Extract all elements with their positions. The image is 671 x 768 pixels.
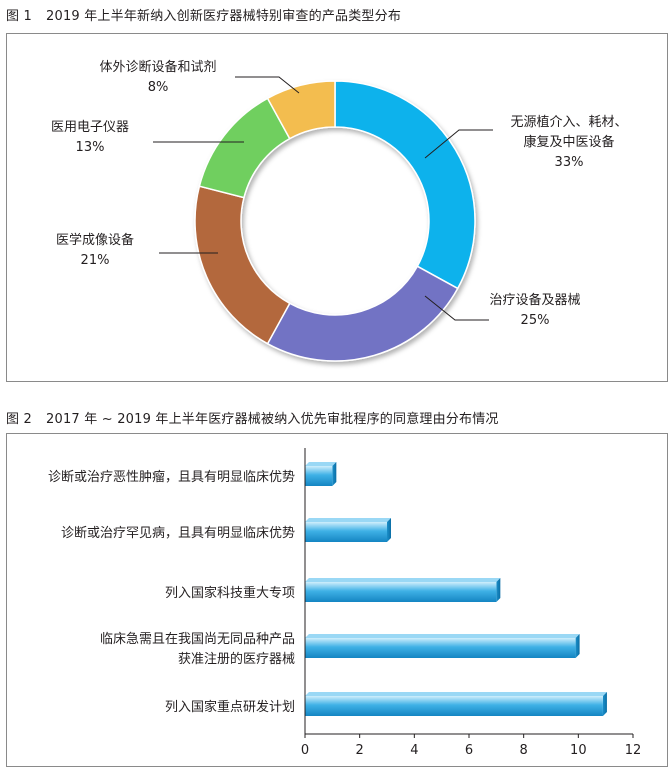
donut-slice <box>266 80 336 140</box>
bar <box>305 582 497 602</box>
x-tick-label: 2 <box>356 743 364 758</box>
slice-label: 医用电子仪器 <box>51 120 129 135</box>
figure2-caption: 图 2 2017 年 ~ 2019 年上半年医疗器械被纳入优先审批程序的同意理由分… <box>6 408 499 427</box>
bar <box>305 638 576 658</box>
bar-top <box>305 518 391 522</box>
bar-end <box>496 578 501 602</box>
bar <box>305 696 603 716</box>
slice-label: 无源植介入、耗材、 <box>510 115 627 130</box>
category-label: 列入国家科技重大专项 <box>165 585 295 601</box>
x-tick-label: 10 <box>570 743 587 758</box>
bar-chart-panel: 0 2 4 6 8 10 12 诊断或治疗恶性肿瘤，且具有明显临床优势诊断或治疗罕见病，且具有… <box>6 433 668 767</box>
bar-top <box>305 578 501 582</box>
x-tick-label: 0 <box>301 743 309 758</box>
bar-top <box>305 462 337 466</box>
donut-slice <box>194 185 291 345</box>
slice-percent: 25% <box>521 313 550 328</box>
x-tick-label: 6 <box>465 743 473 758</box>
donut-chart: 无源植介入、耗材、康复及中医设备 33% 治疗设备及器械 25% 医学成像设备 21% 医用… <box>51 59 628 362</box>
slice-label: 医学成像设备 <box>56 232 134 248</box>
slice-percent: 8% <box>148 80 169 95</box>
x-tick-label: 4 <box>410 743 418 758</box>
bar-top <box>305 634 580 638</box>
slice-label: 体外诊断设备和试剂 <box>99 59 216 75</box>
category-label: 列入国家重点研发计划 <box>165 699 295 715</box>
slice-percent: 33% <box>555 155 584 170</box>
bar-chart: 0 2 4 6 8 10 12 诊断或治疗恶性肿瘤，且具有明显临床优势诊断或治疗罕见病，且具有… <box>48 448 642 758</box>
bar-end <box>575 634 580 658</box>
slice-percent: 13% <box>76 140 105 155</box>
bar <box>305 466 333 486</box>
donut-chart-panel: 无源植介入、耗材、 康复及中医设备 33% 治疗设备及器械 25% 医学成像设备 21% 医用… <box>6 33 668 382</box>
x-tick-label: 12 <box>625 743 642 758</box>
donut-slice <box>334 80 476 290</box>
x-tick-label: 8 <box>520 743 528 758</box>
bar-top <box>305 692 607 696</box>
bar <box>305 522 387 542</box>
leader-line <box>235 76 300 94</box>
bar-end <box>332 462 337 486</box>
figure1-number: 图 1 <box>6 9 33 24</box>
leader-line <box>424 129 493 159</box>
bar-end <box>602 692 607 716</box>
slice-label: 康复及中医设备 <box>523 134 614 150</box>
category-label: 诊断或治疗恶性肿瘤，且具有明显临床优势 <box>48 469 295 485</box>
category-label: 诊断或治疗罕见病，且具有明显临床优势 <box>61 525 295 541</box>
category-label: 获准注册的医疗器械 <box>178 651 295 667</box>
figure2-title: 2017 年 ~ 2019 年上半年医疗器械被纳入优先审批程序的同意理由分布情况 <box>46 412 499 427</box>
bar-end <box>387 518 391 542</box>
figure2-number: 图 2 <box>6 412 33 427</box>
category-label: 临床急需且在我国尚无同品种产品 <box>100 632 295 647</box>
slice-percent: 21% <box>81 253 110 268</box>
figure1-title: 2019 年上半年新纳入创新医疗器械特别审查的产品类型分布 <box>46 9 402 24</box>
leader-line <box>424 295 489 321</box>
slice-label: 治疗设备及器械 <box>489 292 580 308</box>
donut-slice <box>266 265 459 362</box>
figure1-caption: 图 1 2019 年上半年新纳入创新医疗器械特别审查的产品类型分布 <box>6 5 401 24</box>
